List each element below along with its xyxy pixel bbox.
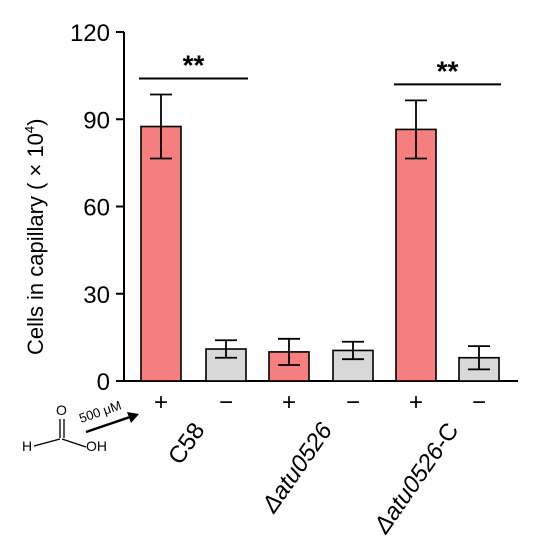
treatment-sign: + [154, 389, 168, 416]
significance-label: ** [437, 55, 459, 86]
treatment-sign: − [346, 389, 360, 416]
group-label: Δatu0526-C [368, 418, 464, 539]
y-tick-label: 30 [83, 282, 110, 309]
treatment-sign: + [409, 389, 423, 416]
y-tick-label: 0 [97, 369, 110, 396]
bar [140, 125, 182, 382]
annotations: + − + − + − ** ** C58 Δatu0526 Δatu0526-C [139, 50, 501, 539]
treatment-sign: + [282, 389, 296, 416]
y-tick-label: 120 [70, 20, 110, 47]
hydrogen-atom: H [22, 438, 32, 454]
group-label: Δatu0526 [256, 417, 338, 518]
bars [140, 93, 500, 382]
oxygen-atom: O [56, 402, 67, 418]
y-tick-label: 90 [83, 107, 110, 134]
concentration-arrow: 500 μM [77, 397, 139, 434]
significance-label: ** [183, 50, 205, 81]
treatment-sign: − [472, 389, 486, 416]
hydroxyl-group: OH [86, 438, 107, 454]
y-tick-label: 60 [83, 195, 110, 222]
axes: 0 30 60 90 120 [70, 20, 518, 396]
bar [395, 128, 437, 382]
formic-acid-structure: O H OH [22, 402, 107, 454]
y-axis-title: Cells in capillary ( × 104) [22, 119, 48, 356]
group-label: C58 [163, 418, 210, 470]
treatment-sign: − [219, 389, 233, 416]
